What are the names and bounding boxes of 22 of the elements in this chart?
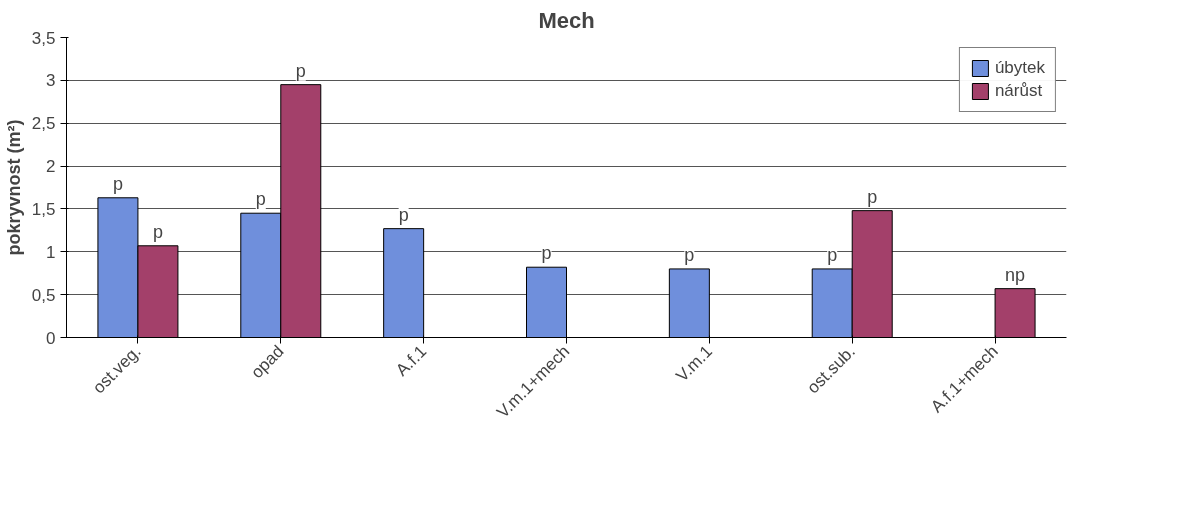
legend-label: nárůst — [994, 81, 1043, 101]
y-tick-label: 3,5 — [31, 28, 56, 48]
data-label: p — [398, 204, 409, 225]
data-label: p — [867, 186, 878, 207]
y-tick-label: 0 — [46, 328, 56, 348]
data-label: p — [684, 244, 695, 265]
data-label: p — [295, 60, 306, 81]
data-label: p — [255, 189, 266, 210]
data-label: p — [541, 243, 552, 264]
y-tick-label: 2 — [46, 157, 56, 177]
data-label: p — [827, 244, 838, 265]
data-label: np — [1005, 264, 1026, 285]
y-tick-label: 1,5 — [31, 199, 56, 219]
data-label: p — [152, 221, 163, 242]
y-tick-label: 3 — [46, 71, 56, 91]
data-label: p — [112, 173, 123, 194]
y-tick-label: 1 — [46, 242, 56, 262]
y-tick-label: 2,5 — [31, 114, 56, 134]
y-axis-title: pokryvnost (m²) — [3, 119, 24, 256]
legend-label: úbytek — [994, 58, 1045, 78]
chart-title: Mech — [538, 7, 595, 33]
y-tick-label: 0,5 — [31, 285, 56, 305]
